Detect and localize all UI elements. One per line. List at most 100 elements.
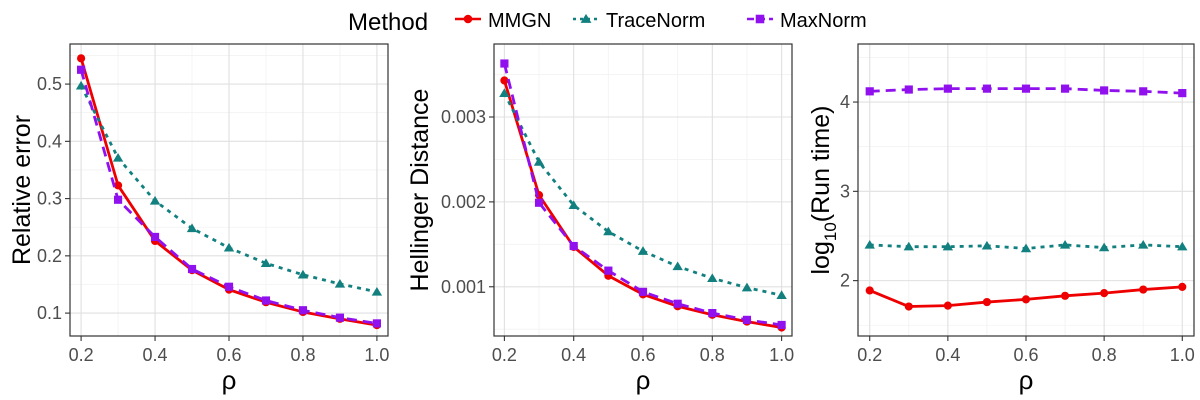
legend-item-maxnorm: MaxNorm — [747, 10, 867, 32]
x-axis-title: ρ — [636, 365, 651, 395]
x-tick-label: 1.0 — [769, 345, 794, 365]
data-point — [297, 269, 309, 279]
data-point — [261, 296, 271, 305]
data-point — [568, 200, 579, 209]
x-tick-label: 0.8 — [1092, 345, 1117, 365]
x-tick-label: 1.0 — [364, 345, 389, 365]
data-point — [1178, 89, 1187, 98]
data-point — [335, 313, 345, 322]
series-maxnorm — [500, 59, 786, 330]
data-point — [1021, 84, 1031, 93]
data-point — [1059, 239, 1071, 249]
data-point — [943, 301, 952, 310]
data-point — [223, 242, 235, 252]
y-axis-title: Hellinger Distance — [406, 89, 434, 292]
data-point — [569, 241, 578, 251]
data-point — [865, 286, 874, 295]
series-line — [869, 87, 1183, 95]
data-point — [604, 266, 613, 275]
legend-circle-marker — [463, 14, 473, 24]
data-point — [943, 84, 952, 93]
data-point — [1060, 84, 1070, 93]
data-point — [334, 278, 346, 288]
data-point — [75, 80, 87, 90]
data-point — [1139, 285, 1148, 294]
data-point — [1177, 241, 1188, 251]
data-point — [534, 198, 544, 207]
data-point — [708, 308, 717, 318]
panel-1: 0.2 0.4 0.6 0.8 1.0 0.1 0.2 0.3 0.4 0.5 ρ Relative … — [8, 43, 389, 395]
y-tick-label: 0.1 — [37, 303, 62, 323]
data-point — [865, 87, 874, 96]
data-point — [742, 315, 752, 324]
x-tick-label: 0.2 — [69, 345, 94, 365]
y-tick-label: 0.001 — [441, 277, 486, 297]
y-tick-label: 0.003 — [441, 107, 486, 127]
legend-label: TraceNorm — [606, 10, 705, 32]
x-tick-label: 0.8 — [290, 345, 315, 365]
legend-label: MMGN — [488, 10, 551, 32]
series-tracenorm — [864, 239, 1188, 253]
data-point — [298, 306, 308, 315]
panel-2: 0.2 0.4 0.6 0.8 1.0 0.001 0.002 0.003 ρ Hellinger… — [406, 43, 794, 395]
data-point — [638, 287, 648, 296]
data-point — [1100, 86, 1109, 95]
data-point — [637, 246, 649, 255]
series-maxnorm — [865, 84, 1187, 98]
data-point — [112, 152, 124, 162]
data-point — [372, 319, 381, 328]
y-axis-title: Relative error — [8, 115, 36, 265]
x-tick-label: 0.6 — [1013, 345, 1038, 365]
x-tick-label: 0.2 — [857, 345, 882, 365]
gridlines — [70, 44, 388, 336]
data-point — [187, 264, 197, 274]
x-tick-label: 0.6 — [630, 345, 655, 365]
data-point — [603, 226, 614, 236]
data-point — [1060, 291, 1070, 300]
data-point — [777, 320, 786, 330]
y-tick-label: 0.3 — [37, 189, 62, 209]
y-tick-label: 0.4 — [37, 131, 62, 151]
data-point — [903, 241, 914, 251]
series-line — [503, 63, 782, 327]
data-point — [499, 88, 510, 97]
y-tick-label: 0.2 — [37, 246, 62, 266]
data-point — [1021, 295, 1031, 304]
data-point — [224, 282, 234, 291]
data-point — [260, 258, 272, 267]
data-point — [150, 232, 160, 242]
y-tick-label: 0.002 — [441, 192, 486, 212]
data-point — [77, 54, 86, 63]
data-point — [982, 84, 992, 93]
series-mmgn — [865, 282, 1187, 311]
data-point — [149, 195, 161, 205]
data-point — [500, 76, 509, 85]
series-tracenorm — [499, 88, 787, 299]
legend-title: Method — [348, 9, 428, 36]
y-tick-label: 3 — [840, 181, 850, 201]
y-tick-label: 2 — [840, 271, 850, 291]
data-point — [113, 195, 123, 204]
data-point — [1178, 282, 1187, 291]
x-tick-label: 0.2 — [492, 345, 517, 365]
x-tick-label: 0.4 — [143, 345, 168, 365]
data-point — [942, 241, 954, 251]
data-point — [672, 261, 683, 271]
legend-label: MaxNorm — [780, 10, 867, 32]
data-point — [186, 223, 198, 233]
data-point — [707, 273, 718, 282]
x-tick-label: 0.4 — [561, 345, 586, 365]
data-point — [1020, 243, 1032, 253]
data-point — [982, 297, 992, 307]
data-point — [904, 85, 913, 94]
data-point — [533, 157, 545, 166]
series-tracenorm — [75, 80, 383, 296]
data-point — [904, 302, 913, 311]
data-point — [1100, 289, 1109, 298]
x-tick-label: 0.6 — [216, 345, 241, 365]
data-point — [981, 240, 993, 250]
legend-item-mmgn: MMGN — [455, 10, 551, 32]
axes: 0.2 0.4 0.6 0.8 1.0 2 3 4 — [840, 92, 1195, 365]
data-point — [1098, 242, 1110, 252]
data-point — [113, 181, 123, 190]
